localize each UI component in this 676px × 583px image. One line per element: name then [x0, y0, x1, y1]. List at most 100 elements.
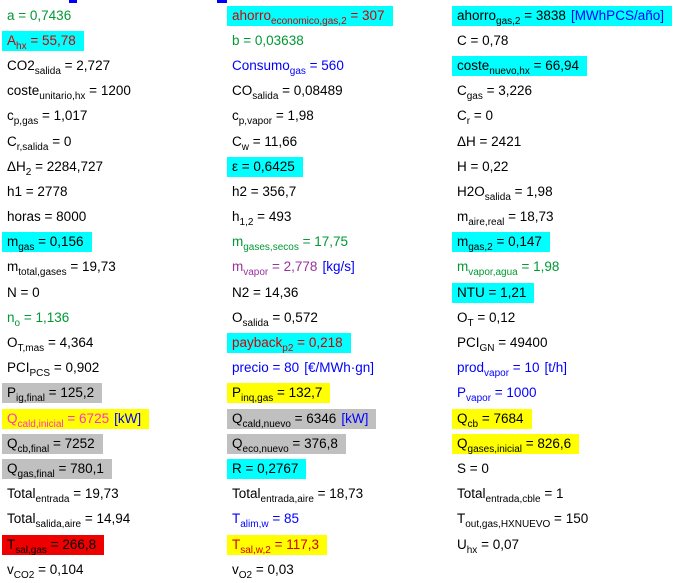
variable-row[interactable]: Totalentrada = 19,73 — [7, 482, 231, 507]
variable-row[interactable]: maire,real = 18,73 — [457, 205, 676, 230]
variable-subscript: O2 — [238, 569, 253, 581]
variable-row[interactable]: Tsal,w,2 = 117,3 — [227, 532, 456, 557]
variable-row[interactable]: h1 = 2778 — [7, 179, 231, 204]
variable-row[interactable]: NTU = 1,21 — [452, 280, 676, 305]
variable-row[interactable]: OT,mas = 4,364 — [7, 330, 231, 355]
entry: COsalida = 0,08489 — [227, 81, 351, 102]
variable-row[interactable]: mgas,2 = 0,147 — [452, 230, 676, 255]
variable-row[interactable]: Cw = 11,66 — [232, 129, 456, 154]
variable-row[interactable]: Qcb,final = 7252 — [2, 431, 231, 456]
variable-row[interactable]: Tout,gas,HXNUEVO = 150 — [457, 507, 676, 532]
variable-row[interactable]: Pvapor = 1000 — [457, 381, 676, 406]
variable-row[interactable]: C = 0,78 — [457, 28, 676, 53]
variable-row[interactable]: vO2 = 0,03 — [232, 557, 456, 582]
equals-sign: = — [46, 536, 63, 552]
variable-row[interactable]: Osalida = 0,572 — [232, 305, 456, 330]
equals-sign: = — [20, 309, 36, 325]
variable-row[interactable]: OT = 0,12 — [457, 305, 676, 330]
variable-row[interactable]: prodvapor = 10 [t/h] — [457, 356, 676, 381]
variable-row[interactable]: Cr = 0 — [457, 104, 676, 129]
variable-row[interactable]: cp,vapor = 1,98 — [232, 104, 456, 129]
variable-row[interactable]: CO2salida = 2,727 — [7, 53, 231, 78]
variable-row[interactable]: Cgas = 3,226 — [457, 79, 676, 104]
variable-name-base: m — [232, 259, 244, 275]
variable-row[interactable]: mvapor = 2,778 [kg/s] — [232, 255, 456, 280]
variable-name: Cgas — [457, 83, 483, 102]
variable-row[interactable]: vCO2 = 0,104 — [7, 557, 231, 582]
variable-row[interactable]: Qcald,inicial = 6725 [kW] — [2, 406, 231, 431]
variable-row[interactable]: no = 1,136 — [7, 305, 231, 330]
variable-row[interactable]: PCIPCS = 0,902 — [7, 356, 231, 381]
variable-row[interactable]: costenuevo,hx = 66,94 — [452, 53, 676, 78]
variable-row[interactable]: H = 0,22 — [457, 154, 676, 179]
clipped-text-fragment — [217, 0, 227, 3]
variable-row[interactable]: a = 0,7436 — [7, 3, 231, 28]
equals-sign: = — [247, 183, 263, 199]
variable-row[interactable]: mtotal,gases = 19,73 — [7, 255, 231, 280]
entry: precio = 80 [€/MWh·gn] — [227, 358, 382, 378]
entry: mvapor = 2,778 [kg/s] — [227, 257, 363, 278]
equals-sign: = — [34, 234, 50, 250]
equals-sign: = — [248, 133, 265, 149]
variable-row[interactable]: Totalentrada,cble = 1 — [457, 482, 676, 507]
variable-name-base: U — [457, 536, 467, 552]
variable-row[interactable]: horas = 8000 — [7, 205, 231, 230]
variable-row[interactable]: paybackp2 = 0,218 — [227, 330, 456, 355]
variable-row[interactable]: N2 = 14,36 — [232, 280, 456, 305]
variable-row[interactable]: ahorrogas,2 = 3838 [MWhPCS/año] — [452, 3, 676, 28]
variable-row[interactable]: Totalentrada,aire = 18,73 — [232, 482, 456, 507]
variable-row[interactable]: Totalsalida,aire = 14,94 — [7, 507, 231, 532]
variable-value: 150 — [565, 511, 589, 527]
variable-subscript: hx — [466, 544, 478, 556]
variable-name-base: Q — [232, 410, 243, 426]
variable-row[interactable]: Qcald,nuevo = 6346 [kW] — [227, 406, 456, 431]
variable-row[interactable]: COsalida = 0,08489 — [232, 79, 456, 104]
entry: Totalentrada,aire = 18,73 — [227, 484, 371, 506]
variable-row[interactable]: Uhx = 0,07 — [457, 532, 676, 557]
variable-value: 0,218 — [308, 335, 343, 351]
variable-row[interactable]: Tsal,gas = 266,8 — [2, 532, 231, 557]
variable-row[interactable]: S = 0 — [457, 456, 676, 481]
variable-row[interactable]: Ahx = 55,78 — [2, 28, 231, 53]
variable-row[interactable]: mgas = 0,156 — [2, 230, 231, 255]
variable-row[interactable]: h2 = 356,7 — [232, 179, 456, 204]
variable-row[interactable]: h1,2 = 493 — [232, 205, 456, 230]
variable-row[interactable]: precio = 80 [€/MWh·gn] — [232, 356, 456, 381]
variable-row[interactable]: ΔH = 2421 — [457, 129, 676, 154]
variable-subscript: entrada,aire — [260, 494, 314, 506]
variable-value: 1 — [555, 486, 564, 502]
variable-row[interactable]: N = 0 — [7, 280, 231, 305]
variable-row[interactable]: ΔH2 = 2284,727 — [7, 154, 231, 179]
variable-row[interactable]: Qcb = 7684 — [452, 406, 676, 431]
variable-row[interactable]: H2Osalida = 1,98 — [457, 179, 676, 204]
variable-row[interactable]: cp,gas = 1,017 — [7, 104, 231, 129]
variable-row[interactable]: Qgas,final = 780,1 — [2, 456, 231, 481]
equals-sign: = — [492, 234, 509, 250]
variable-row[interactable]: Pinq,gas = 132,7 — [227, 381, 456, 406]
variable-row[interactable]: ε = 0,6425 — [227, 154, 456, 179]
variable-row[interactable]: ahorroeconomico,gas,2 = 307 — [227, 3, 456, 28]
equals-sign: = — [520, 7, 536, 23]
variable-row[interactable]: Consumogas = 560 — [232, 53, 456, 78]
equals-sign: = — [346, 7, 363, 23]
variable-row[interactable]: mvapor,agua = 1,98 — [457, 255, 676, 280]
variable-row[interactable]: costeunitario,hx = 1200 — [7, 79, 231, 104]
variable-row[interactable]: Pig,final = 125,2 — [2, 381, 231, 406]
variable-value: 0,22 — [482, 158, 509, 174]
variable-value: 1,136 — [35, 309, 70, 325]
variable-row[interactable]: Qgases,inicial = 826,6 — [452, 431, 676, 456]
variable-row[interactable]: Qeco,nuevo = 376,8 — [227, 431, 456, 456]
variable-row[interactable]: b = 0,03638 — [232, 28, 456, 53]
equals-sign: = — [517, 259, 534, 275]
equals-sign: = — [38, 108, 54, 124]
variable-name: horas — [7, 209, 41, 224]
variable-subscript: nuevo,hx — [489, 65, 530, 77]
variable-value: 0,572 — [284, 309, 318, 325]
equals-sign: = — [466, 32, 483, 48]
variable-row[interactable]: mgases,secos = 17,75 — [232, 230, 456, 255]
variable-row[interactable]: R = 0,2767 — [227, 456, 456, 481]
variable-row[interactable]: PCIGN = 49400 — [457, 330, 676, 355]
entry: cp,gas = 1,017 — [2, 106, 95, 127]
variable-row[interactable]: Cr,salida = 0 — [7, 129, 231, 154]
variable-row[interactable]: Talim,w = 85 — [232, 507, 456, 532]
